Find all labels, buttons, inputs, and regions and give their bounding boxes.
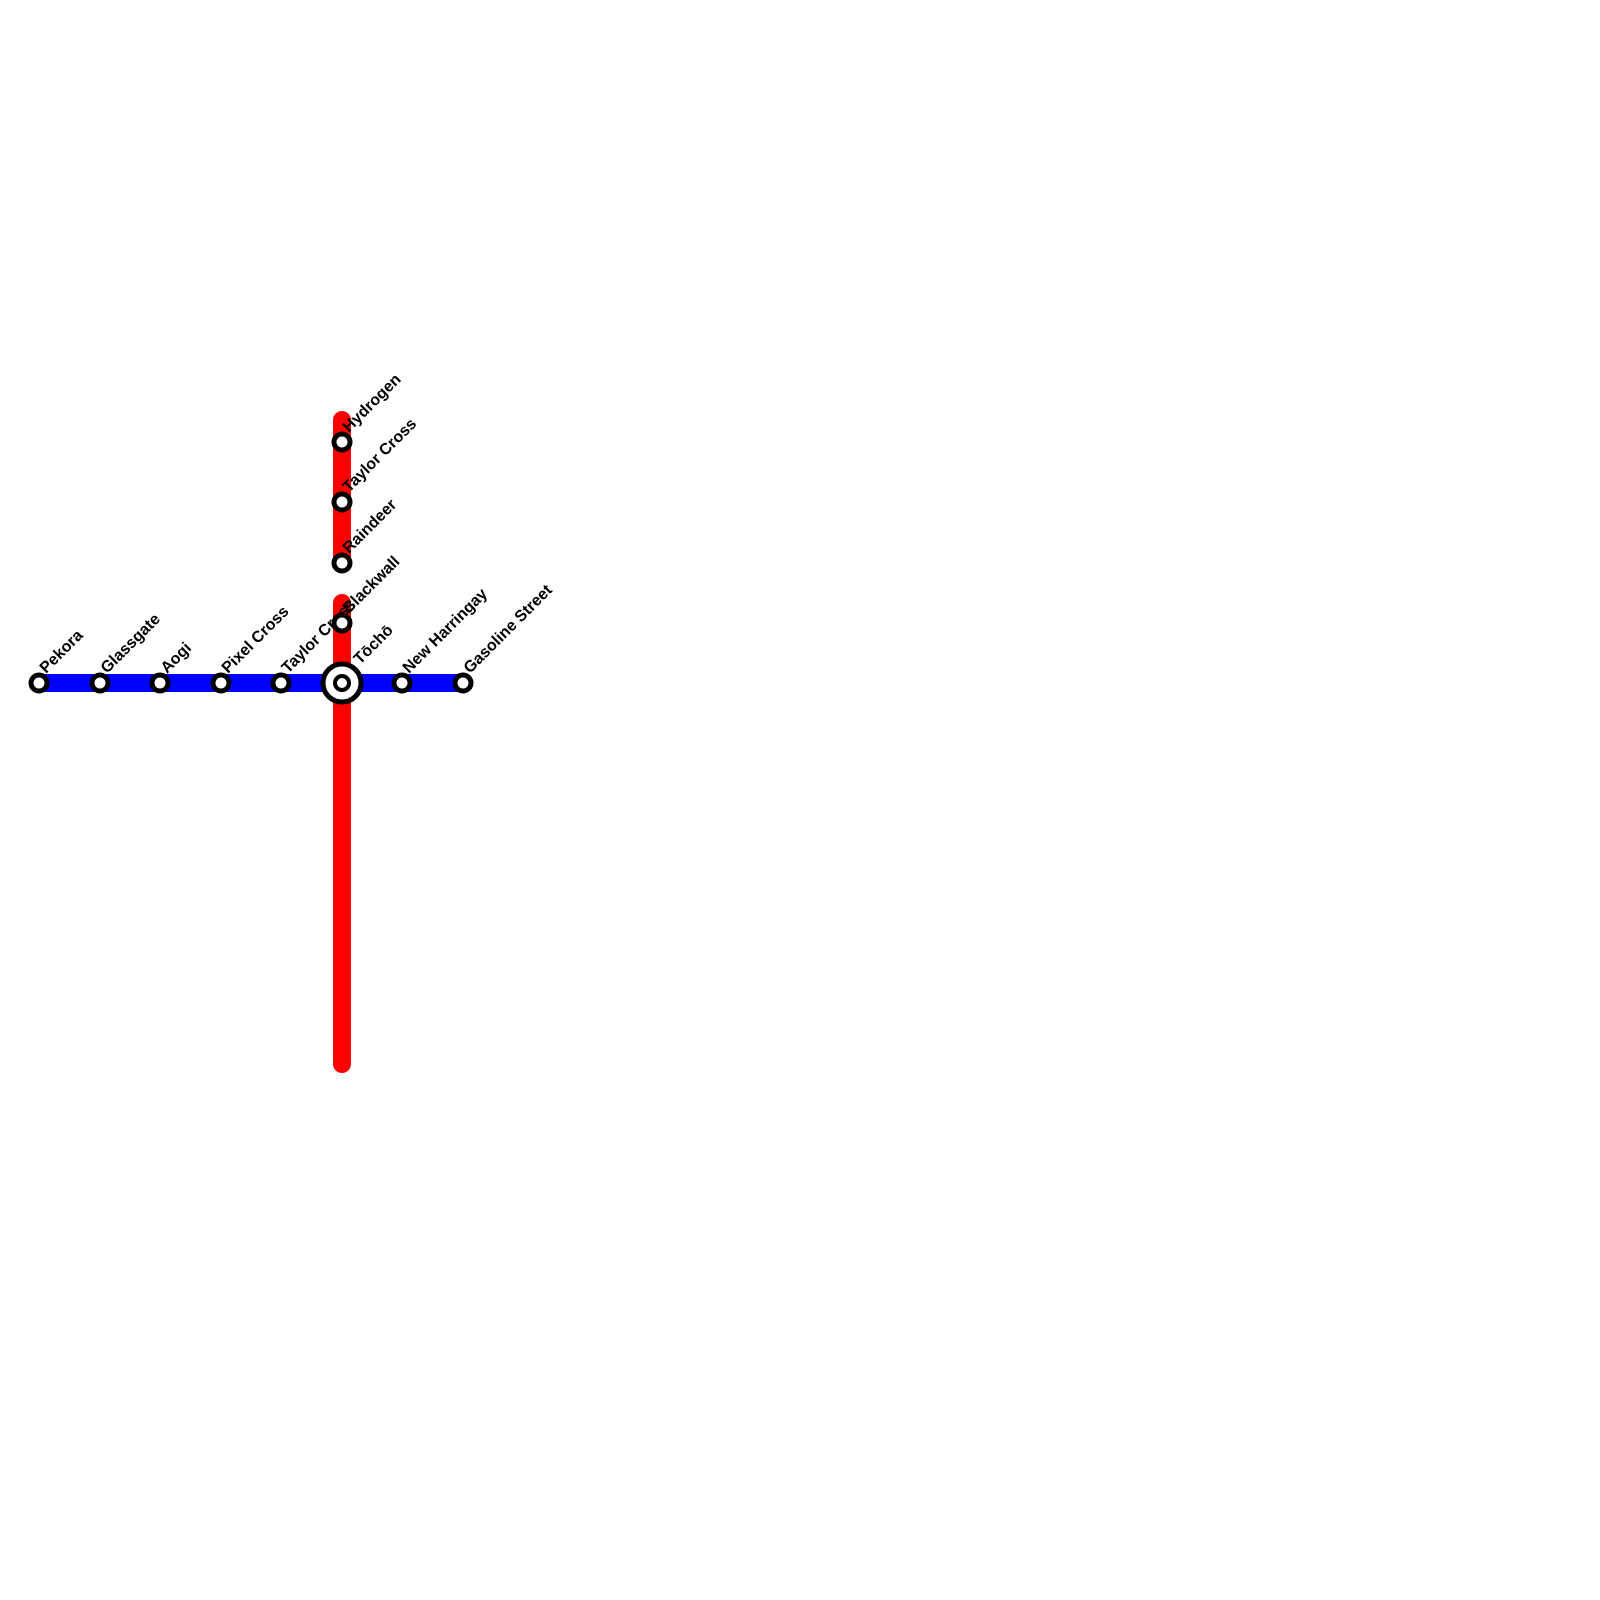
station bbox=[331, 491, 353, 513]
station bbox=[331, 431, 353, 453]
station bbox=[149, 672, 171, 694]
station bbox=[391, 672, 413, 694]
station bbox=[331, 612, 353, 634]
station bbox=[331, 552, 353, 574]
station-label: Aogi bbox=[158, 640, 195, 677]
station bbox=[28, 672, 50, 694]
station-label: Tōchō bbox=[351, 622, 397, 668]
station bbox=[210, 672, 232, 694]
station bbox=[452, 672, 474, 694]
station-label: Hydrogen bbox=[340, 371, 405, 436]
station-label: Glassgate bbox=[98, 611, 164, 677]
station bbox=[89, 672, 111, 694]
station bbox=[270, 672, 292, 694]
station-label: Pekora bbox=[37, 627, 87, 677]
station bbox=[333, 674, 351, 692]
